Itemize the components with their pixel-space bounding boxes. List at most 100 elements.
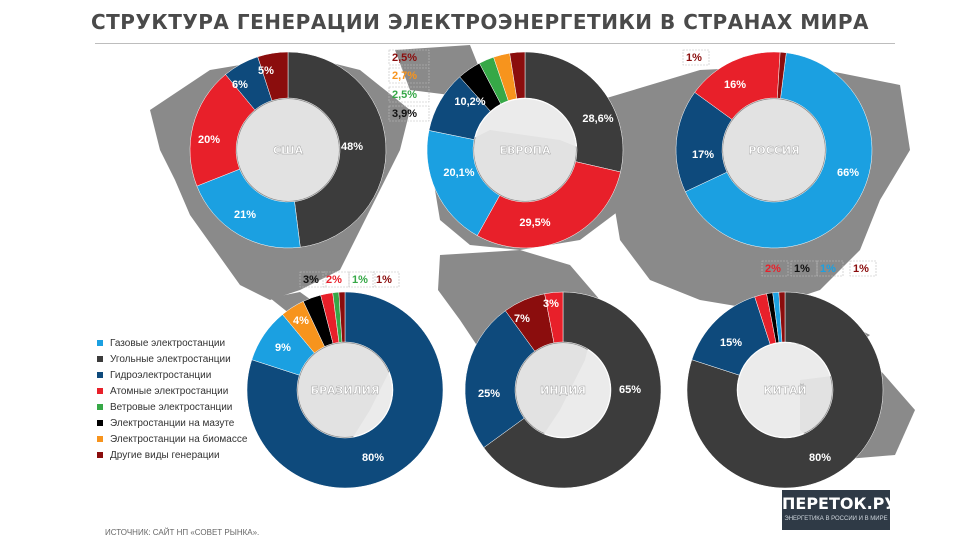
- legend-item-gas: Газовые электростанции: [97, 335, 247, 351]
- donut-5: КИТАЙ 80% 15% 2% 1% 1% 1%: [686, 260, 884, 489]
- donut-0-label-coal: 48%: [341, 141, 363, 153]
- donut-1-slice-coal: [524, 51, 624, 173]
- donut-5-callout-oil: 1%: [794, 263, 810, 275]
- donut-3-callout-wind: 1%: [352, 274, 368, 286]
- legend-label-wind: Ветровые электростанции: [110, 401, 233, 413]
- legend-swatch-wind: [97, 404, 103, 410]
- donut-5-callout-frame-gas: [816, 260, 844, 277]
- donut-5-callout-gas: 1%: [820, 263, 836, 275]
- donut-5-slice-coal: [686, 291, 884, 489]
- donut-2: РОССИЯ 66% 17% 16% 1%: [675, 49, 873, 249]
- legend-swatch-nuclear: [97, 388, 103, 394]
- donut-4-slice-coal: [483, 291, 662, 489]
- donut-1-slice-nuclear: [476, 161, 621, 249]
- donut-0-slice-other: [257, 51, 289, 101]
- legend-label-other: Другие виды генерации: [110, 449, 220, 461]
- donut-1-callout-frame-other: [388, 49, 430, 66]
- donut-0-label-nuclear: 20%: [198, 134, 220, 146]
- donut-3-callout-frame-nuclear: [322, 271, 350, 288]
- legend-swatch-hydro: [97, 372, 103, 378]
- donut-3-callout-other: 1%: [376, 274, 392, 286]
- legend-label-coal: Угольные электростанции: [110, 353, 231, 365]
- donut-1-slice-other: [509, 51, 526, 99]
- legend-item-coal: Угольные электростанции: [97, 351, 247, 367]
- legend-swatch-oil: [97, 420, 103, 426]
- legend-item-biomass: Электростанции на биомассе: [97, 431, 247, 447]
- donut-3-label-hydro: 80%: [362, 452, 384, 464]
- legend-swatch-other: [97, 452, 103, 458]
- donut-2-callout-frame-other: [682, 49, 710, 66]
- donut-1-callout-wind: 2,5%: [392, 89, 417, 101]
- legend: Газовые электростанции Угольные электрос…: [97, 335, 247, 463]
- donut-4: ИНДИЯ 65% 25% 7% 3%: [464, 291, 662, 489]
- donut-0-label-gas: 21%: [234, 209, 256, 221]
- donut-0-label-hydro: 6%: [232, 79, 248, 91]
- donut-4-title: ИНДИЯ: [540, 384, 586, 397]
- donut-5-title: КИТАЙ: [763, 384, 806, 397]
- legend-item-hydro: Гидроэлектростанции: [97, 367, 247, 383]
- donut-1-callout-other: 2,5%: [392, 52, 417, 64]
- title-divider: [95, 43, 895, 44]
- legend-item-wind: Ветровые электростанции: [97, 399, 247, 415]
- donut-3-slice-other: [338, 291, 346, 343]
- brand-logo[interactable]: ПЕРЕТОК.РУ ЭНЕРГЕТИКА В РОССИИ И В МИРЕ: [782, 490, 897, 530]
- brand-logo-tagline: ЭНЕРГЕТИКА В РОССИИ И В МИРЕ: [784, 516, 888, 522]
- donut-4-label-nuclear: 3%: [543, 298, 559, 310]
- donut-2-title: РОССИЯ: [748, 144, 799, 157]
- donut-5-callout-frame-other: [849, 260, 877, 277]
- donut-1: ЕВРОПА 28,6% 29,5% 20,1% 10,2% 3,9% 2,5% 2,7% 2,…: [388, 49, 624, 249]
- legend-item-other: Другие виды генерации: [97, 447, 247, 463]
- donut-2-label-nuclear: 16%: [724, 79, 746, 91]
- donut-0-slice-coal: [287, 51, 387, 248]
- brand-logo-name: ПЕРЕТОК.РУ: [782, 494, 897, 513]
- donut-0-center: [237, 99, 339, 201]
- donut-5-callout-nuclear: 2%: [765, 263, 781, 275]
- donut-1-label-gas: 20,1%: [443, 167, 474, 179]
- donut-5-slice-other: [778, 291, 786, 343]
- donut-5-label-coal: 80%: [809, 452, 831, 464]
- donut-1-label-coal: 28,6%: [582, 113, 613, 125]
- donut-0: США 48% 21% 20% 6% 5%: [189, 51, 387, 249]
- donut-2-slice-gas: [684, 52, 873, 249]
- donut-3-callout-frame-wind: [348, 271, 376, 288]
- legend-label-gas: Газовые электростанции: [110, 337, 226, 349]
- donut-2-slice-other: [776, 51, 787, 99]
- donut-3: БРАЗИЛИЯ 80% 9% 4% 3% 2% 1% 1%: [246, 271, 444, 489]
- donut-4-label-other: 7%: [514, 313, 530, 325]
- legend-item-oil: Электростанции на мазуте: [97, 415, 247, 431]
- donut-1-label-hydro: 10,2%: [454, 96, 485, 108]
- legend-swatch-biomass: [97, 436, 103, 442]
- legend-label-biomass: Электростанции на биомассе: [110, 433, 248, 445]
- donut-0-title: США: [273, 144, 304, 157]
- donut-2-center: [723, 99, 825, 201]
- legend-swatch-gas: [97, 340, 103, 346]
- donut-3-callout-frame-oil: [299, 271, 327, 288]
- donut-1-callout-oil: 3,9%: [392, 108, 417, 120]
- donut-3-callout-nuclear: 2%: [326, 274, 342, 286]
- donut-1-title: ЕВРОПА: [499, 144, 551, 157]
- donut-2-label-hydro: 17%: [692, 149, 714, 161]
- legend-label-oil: Электростанции на мазуте: [110, 417, 235, 429]
- donut-charts: США 48% 21% 20% 6% 5% ЕВРОПА 28,6% 29,5% 20,1% 10,…: [189, 49, 884, 489]
- donut-4-center: [516, 343, 610, 437]
- donut-5-label-hydro: 15%: [720, 337, 742, 349]
- donut-5-callout-frame-oil: [790, 260, 818, 277]
- donut-5-center: [738, 343, 832, 437]
- source-note: ИСТОЧНИК: САЙТ НП «СОВЕТ РЫНКА».: [105, 528, 260, 537]
- donut-1-slice-gas: [426, 130, 501, 236]
- donut-4-slice-nuclear: [544, 291, 564, 344]
- donut-2-callout-other: 1%: [686, 52, 702, 64]
- donut-1-callout-frame-wind: [388, 86, 430, 103]
- donut-1-center: [474, 99, 576, 201]
- donut-3-slice-hydro: [246, 291, 444, 489]
- donut-1-callout-frame-oil: [388, 105, 430, 122]
- donut-2-label-gas: 66%: [837, 167, 859, 179]
- donut-3-callout-oil: 3%: [303, 274, 319, 286]
- legend-label-hydro: Гидроэлектростанции: [110, 369, 212, 381]
- donut-3-title: БРАЗИЛИЯ: [311, 384, 380, 397]
- donut-1-callout-biomass: 2,7%: [392, 70, 417, 82]
- donut-4-label-hydro: 25%: [478, 388, 500, 400]
- donut-5-callout-frame-nuclear: [761, 260, 789, 277]
- chart-title: СТРУКТУРА ГЕНЕРАЦИИ ЭЛЕКТРОЭНЕРГЕТИКИ В …: [90, 10, 870, 34]
